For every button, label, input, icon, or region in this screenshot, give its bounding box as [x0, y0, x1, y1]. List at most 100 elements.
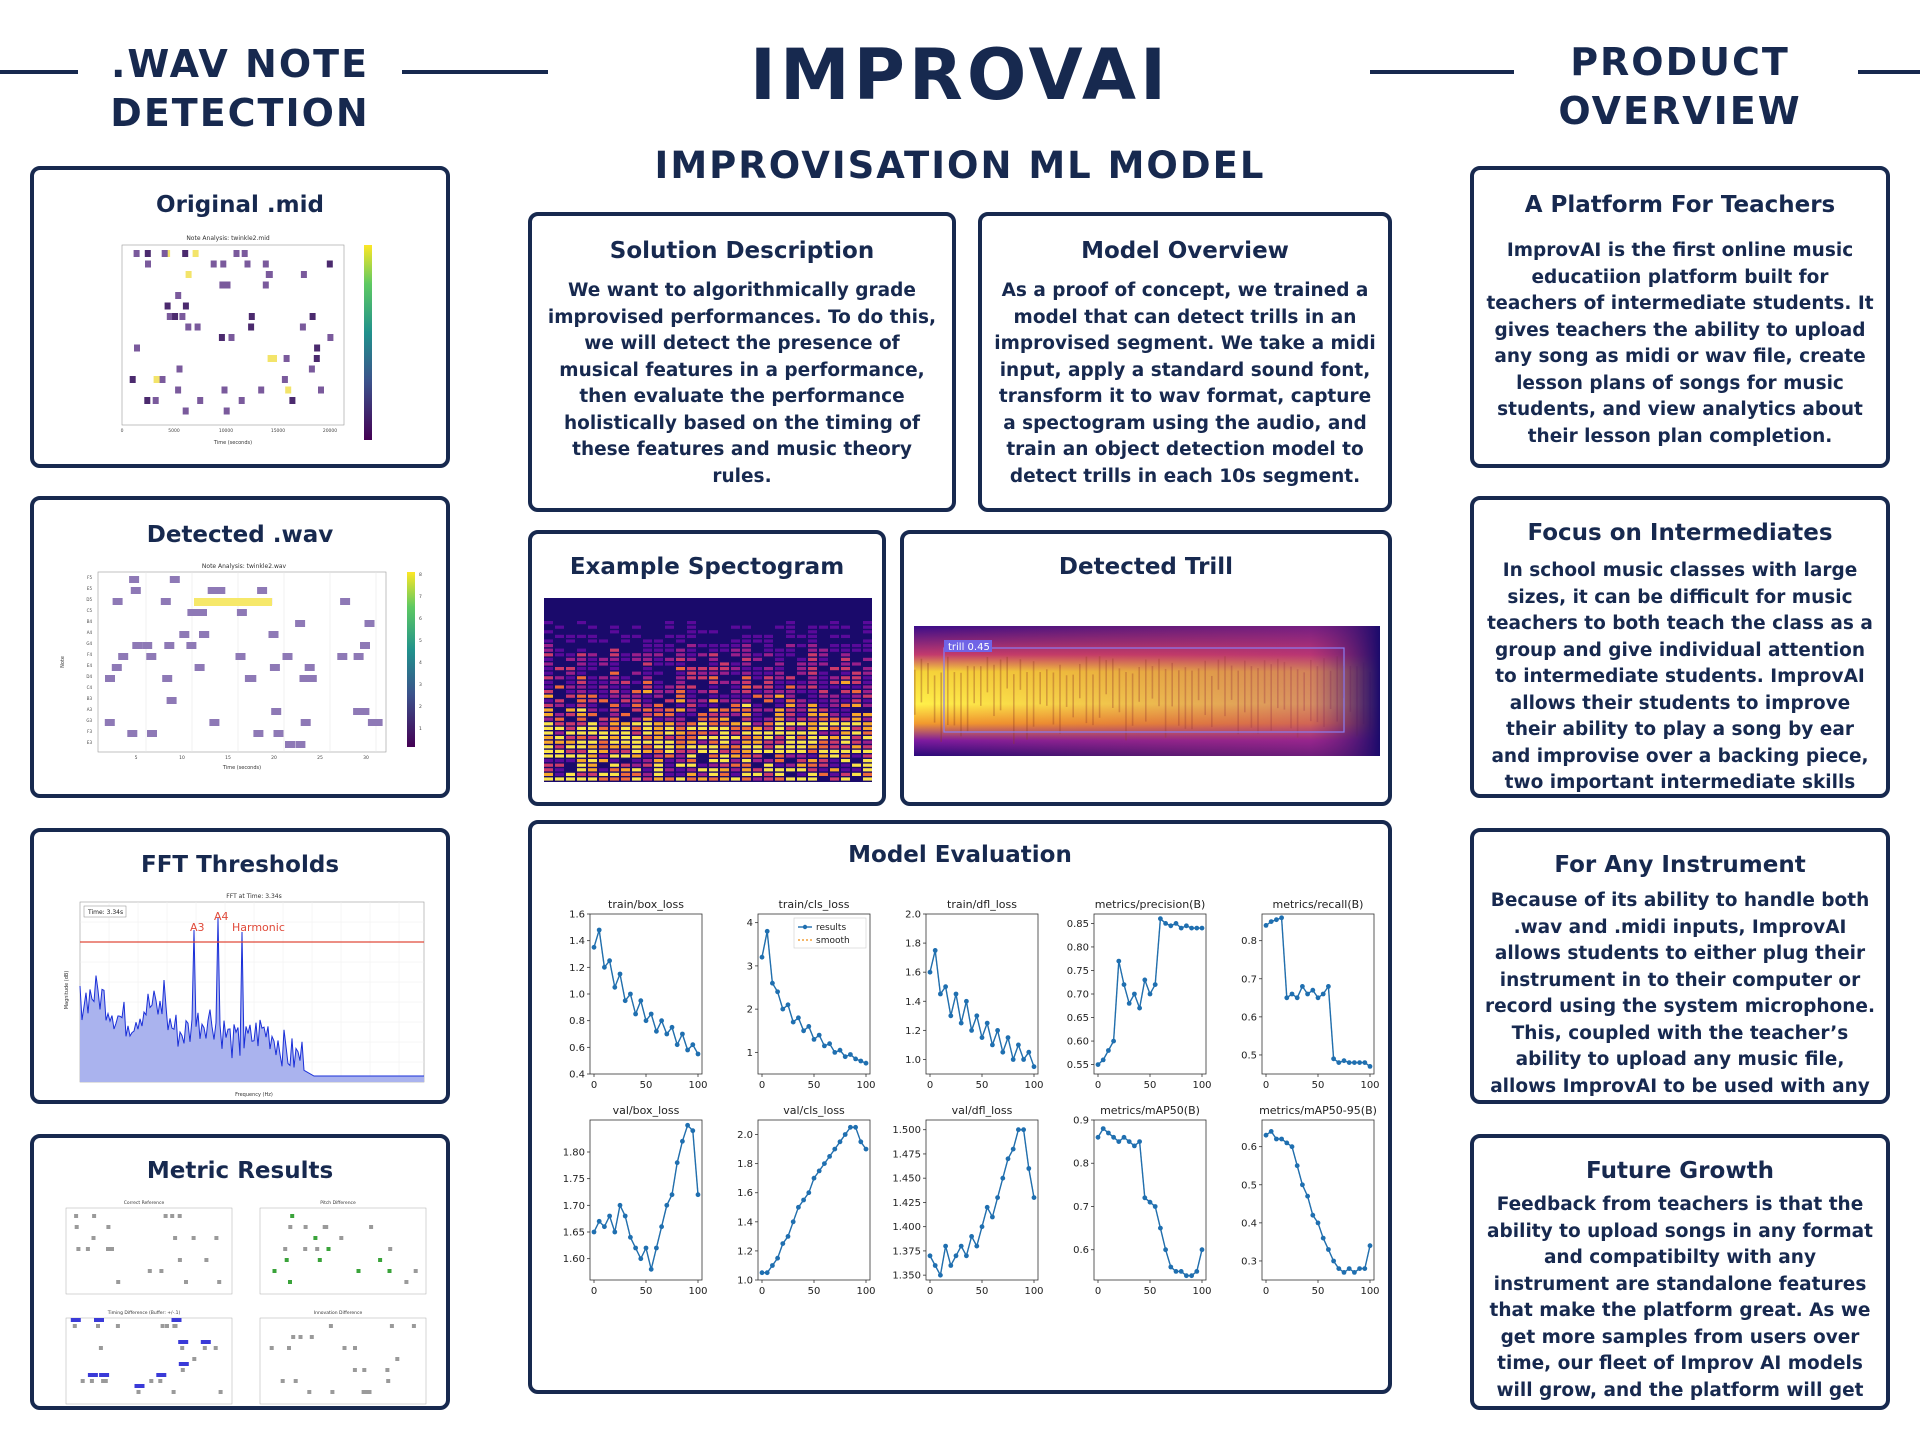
piano-note [337, 653, 348, 660]
spec-cell [621, 657, 630, 661]
spec-cell [687, 759, 696, 763]
metric-note [213, 1346, 218, 1350]
spec-cell [742, 745, 751, 749]
spec-cell [621, 763, 630, 767]
metric-note [291, 1335, 296, 1339]
spec-cell [830, 625, 839, 629]
results-point [822, 1161, 827, 1166]
spec-cell [830, 713, 839, 717]
eval-chart: train/box_loss 1.6 1.4 1.2 1.0 0.8 0.6 0.4 0 50 10… [569, 900, 707, 1091]
spec-cell [665, 731, 674, 735]
spec-cell [863, 759, 872, 763]
metric-note [288, 1225, 293, 1229]
x-tick-label: 0 [927, 1286, 933, 1297]
spec-cell [577, 722, 586, 726]
spec-cell [830, 768, 839, 772]
spec-cell [599, 708, 608, 712]
piano-note [340, 598, 351, 605]
spec-cell [566, 680, 575, 684]
spec-cell [588, 754, 597, 758]
piano-note [299, 675, 310, 682]
eval-chart-title: metrics/precision(B) [1095, 900, 1206, 911]
metric-note [395, 1357, 400, 1361]
spec-cell [709, 759, 718, 763]
spec-cell [698, 699, 707, 703]
spec-cell [808, 713, 817, 717]
results-point [863, 1146, 869, 1152]
mid-xtick: 5000 [168, 428, 180, 434]
metric-timing-mark [171, 1318, 182, 1322]
results-point [1137, 1139, 1142, 1144]
wav-ytick: C5 [87, 608, 93, 613]
spec-cell [775, 667, 784, 671]
spec-cell [797, 777, 806, 781]
spec-cell [654, 726, 663, 730]
spec-cell [566, 653, 575, 657]
spec-cell [643, 749, 652, 753]
results-point [1016, 1042, 1021, 1048]
spec-cell [698, 717, 707, 721]
spec-cell [555, 777, 564, 781]
piano-note [304, 664, 315, 671]
spec-cell [643, 685, 652, 689]
spec-cell [665, 763, 674, 767]
spec-cell [676, 667, 685, 671]
metric-timing-mark [134, 1384, 145, 1388]
spec-cell [632, 699, 641, 703]
spec-cell [819, 662, 828, 666]
results-point [690, 1042, 696, 1048]
piano-note [179, 313, 186, 320]
spec-cell [698, 726, 707, 730]
spec-cell [863, 763, 872, 767]
spec-cell [676, 703, 685, 707]
spec-cell [544, 763, 553, 767]
spec-cell [819, 648, 828, 652]
spec-cell [753, 657, 762, 661]
spec-cell [709, 722, 718, 726]
results-point [958, 1243, 964, 1249]
spec-cell [841, 754, 850, 758]
spec-cell [643, 644, 652, 648]
spec-cell [577, 690, 586, 694]
spec-cell [643, 703, 652, 707]
metric-note [204, 1258, 209, 1262]
spec-cell [654, 731, 663, 735]
spec-cell [742, 680, 751, 684]
piano-note [164, 302, 171, 310]
spec-cell [621, 653, 630, 657]
results-point [938, 991, 943, 997]
results-point [669, 1192, 675, 1198]
results-point [796, 1015, 801, 1021]
results-point [596, 1218, 602, 1224]
results-point [638, 998, 644, 1004]
piano-note [133, 250, 140, 257]
metric-note [214, 1236, 219, 1240]
spec-cell [588, 676, 597, 680]
spec-cell [676, 699, 685, 703]
wav-ytick: A3 [87, 707, 93, 712]
fft-label-a4: A4 [214, 910, 229, 923]
piano-note [111, 664, 122, 671]
model-overview-panel: Model Overview As a proof of concept, we… [978, 212, 1392, 512]
metric-note [385, 1368, 390, 1372]
spec-cell [676, 708, 685, 712]
results-point [948, 1263, 954, 1268]
spec-cell [610, 736, 619, 740]
spec-cell [555, 754, 564, 758]
spec-cell [808, 671, 817, 675]
spec-cell [819, 676, 828, 680]
metric-subplot: Pitch Difference [259, 1200, 427, 1295]
spec-cell [621, 685, 630, 689]
fft-plot-title: FFT at Time: 3.34s [226, 893, 281, 900]
spec-cell [786, 768, 795, 772]
spec-cell [577, 763, 586, 767]
results-point [1121, 982, 1127, 987]
spec-cell [643, 777, 652, 781]
spec-cell [808, 625, 817, 629]
spec-cell [599, 731, 608, 735]
spec-cell [775, 759, 784, 763]
piano-note [159, 376, 166, 383]
spec-cell [775, 699, 784, 703]
spec-cell [742, 772, 751, 776]
